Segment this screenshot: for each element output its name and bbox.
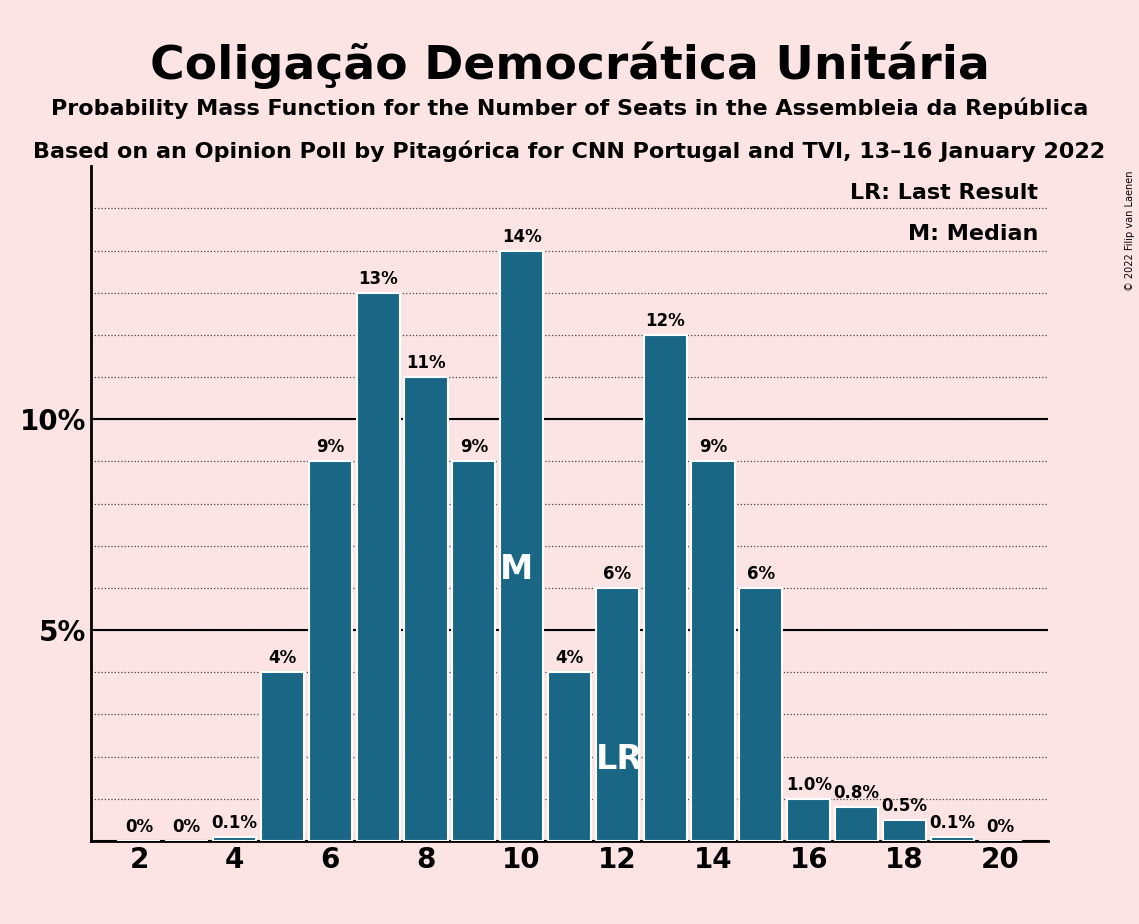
Text: 0%: 0% (173, 818, 200, 836)
Bar (357, 293, 400, 841)
Text: 9%: 9% (460, 438, 487, 456)
Bar (213, 836, 256, 841)
Bar (309, 461, 352, 841)
Bar (548, 673, 591, 841)
Bar (261, 673, 304, 841)
Text: 0%: 0% (986, 818, 1014, 836)
Text: M: Median: M: Median (908, 224, 1039, 244)
Bar (404, 377, 448, 841)
Text: © 2022 Filip van Laenen: © 2022 Filip van Laenen (1125, 171, 1134, 291)
Text: 12%: 12% (646, 312, 685, 330)
Bar (644, 335, 687, 841)
Text: 13%: 13% (359, 270, 398, 287)
Text: 6%: 6% (604, 565, 631, 583)
Text: 1.0%: 1.0% (786, 775, 831, 794)
Text: Coligação Democrática Unitária: Coligação Democrática Unitária (149, 42, 990, 89)
Text: 11%: 11% (407, 354, 445, 372)
Text: 0.1%: 0.1% (929, 813, 975, 832)
Bar (883, 820, 926, 841)
Text: Probability Mass Function for the Number of Seats in the Assembleia da República: Probability Mass Function for the Number… (51, 97, 1088, 118)
Bar (596, 588, 639, 841)
Text: 4%: 4% (556, 650, 583, 667)
Bar (739, 588, 782, 841)
Bar (691, 461, 735, 841)
Text: 0.8%: 0.8% (834, 784, 879, 802)
Text: 9%: 9% (699, 438, 727, 456)
Text: LR: LR (596, 744, 644, 776)
Text: 0%: 0% (125, 818, 153, 836)
Text: 6%: 6% (747, 565, 775, 583)
Bar (787, 798, 830, 841)
Text: M: M (500, 553, 533, 586)
Text: 0.1%: 0.1% (212, 813, 257, 832)
Text: Based on an Opinion Poll by Pitagórica for CNN Portugal and TVI, 13–16 January 2: Based on an Opinion Poll by Pitagórica f… (33, 140, 1106, 162)
Bar (452, 461, 495, 841)
Text: 9%: 9% (317, 438, 344, 456)
Text: 14%: 14% (502, 227, 541, 246)
Bar (931, 836, 974, 841)
Text: LR: Last Result: LR: Last Result (851, 183, 1039, 203)
Text: 0.5%: 0.5% (882, 796, 927, 815)
Text: 4%: 4% (269, 650, 296, 667)
Bar (500, 250, 543, 841)
Bar (835, 808, 878, 841)
